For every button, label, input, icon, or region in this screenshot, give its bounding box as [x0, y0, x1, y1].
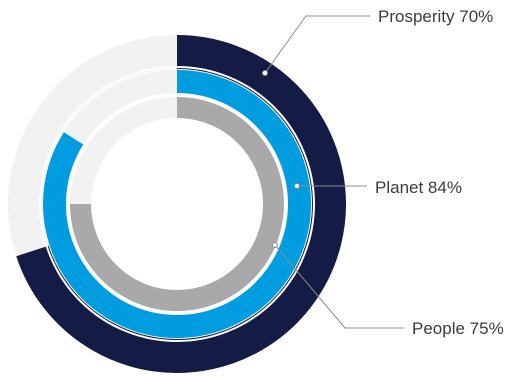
prosperity-label: Prosperity 70% — [378, 7, 493, 26]
people-arc — [70, 97, 284, 311]
people-label: People 75% — [412, 319, 504, 338]
planet-label: Planet 84% — [375, 178, 462, 197]
ring-separator — [66, 93, 288, 315]
people-leader-dot — [272, 242, 278, 248]
prosperity-leader-dot — [262, 70, 268, 76]
planet-leader-dot — [294, 183, 300, 189]
ring-separator — [39, 66, 315, 342]
prosperity-leader-line — [264, 15, 370, 74]
people-leader-line — [274, 244, 404, 329]
planet-arc — [43, 70, 311, 338]
ring-separator — [91, 118, 263, 290]
prosperity-arc — [16, 35, 346, 373]
